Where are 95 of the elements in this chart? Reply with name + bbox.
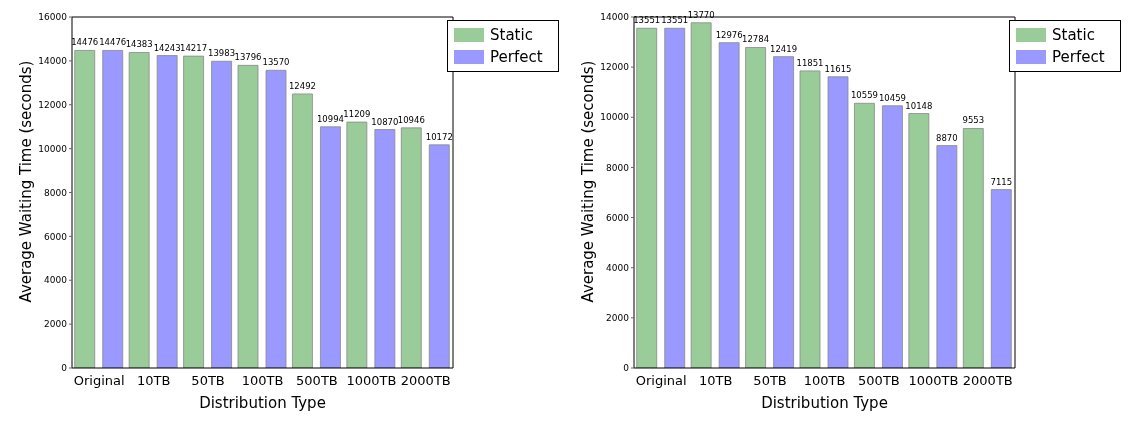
bar: [718, 42, 740, 368]
y-tick-label: 8000: [44, 187, 68, 198]
data-label: 12976: [715, 29, 743, 40]
y-tick-label: 8000: [606, 162, 630, 173]
data-label: 10946: [397, 114, 425, 125]
x-tick-label: 100TB: [803, 373, 846, 389]
bar: [962, 128, 984, 368]
y-tick-label: 12000: [38, 99, 68, 110]
y-tick-label: 12000: [600, 62, 630, 73]
y-axis-title: Average Waiting Time (seconds): [579, 60, 598, 303]
bar: [773, 56, 794, 368]
data-label: 13983: [208, 48, 236, 59]
x-tick-label: 500TB: [858, 373, 900, 389]
x-tick-label: 10TB: [698, 373, 733, 389]
y-tick-label: 0: [623, 363, 630, 374]
data-label: 10870: [371, 116, 399, 127]
bar: [320, 126, 341, 368]
data-label: 10459: [878, 92, 906, 103]
data-label: 10172: [425, 131, 453, 142]
y-tick-label: 10000: [600, 112, 630, 123]
x-tick-label: 2000TB: [962, 373, 1013, 389]
x-tick-label: 50TB: [191, 373, 225, 389]
data-label: 13551: [633, 15, 661, 26]
y-tick-label: 16000: [38, 12, 68, 23]
data-label: 14217: [180, 43, 208, 54]
bar: [636, 27, 658, 368]
bar: [374, 129, 396, 368]
y-axis-title: Average Waiting Time (seconds): [17, 60, 36, 303]
data-label: 12784: [742, 34, 770, 45]
y-tick-label: 14000: [38, 56, 68, 67]
data-label: 13551: [661, 15, 689, 26]
data-label: 8870: [936, 132, 958, 143]
legend-label: Static: [1052, 26, 1095, 44]
x-tick-label: Original: [73, 373, 125, 389]
data-label: 14476: [99, 37, 127, 48]
bar: [882, 105, 903, 368]
x-tick-label: 2000TB: [400, 373, 451, 389]
x-tick-label: 500TB: [296, 373, 338, 389]
bar: [936, 145, 958, 368]
bar: [908, 113, 930, 368]
y-tick-label: 2000: [606, 313, 630, 324]
bar: [74, 50, 96, 368]
data-label: 10994: [316, 113, 344, 124]
data-label: 14476: [71, 37, 99, 48]
bar: [854, 102, 875, 368]
data-label: 11615: [824, 63, 852, 74]
data-label: 13570: [262, 57, 290, 68]
bar: [237, 64, 259, 368]
bar: [102, 50, 124, 368]
legend-label: Perfect: [490, 48, 543, 66]
x-tick-label: 1000TB: [346, 373, 397, 389]
x-tick-label: 50TB: [753, 373, 787, 389]
y-tick-label: 0: [61, 363, 68, 374]
data-label: 11851: [796, 57, 824, 68]
data-label: 13796: [234, 52, 262, 63]
bar: [664, 27, 686, 368]
bar: [265, 69, 287, 368]
y-tick-label: 10000: [38, 143, 68, 154]
bar: [128, 52, 150, 368]
x-tick-label: 1000TB: [908, 373, 959, 389]
data-label: 14243: [153, 42, 181, 53]
data-label: 9553: [962, 115, 985, 126]
legend-label: Perfect: [1052, 48, 1105, 66]
bar: [183, 55, 204, 368]
bar: [292, 93, 313, 368]
y-tick-label: 2000: [44, 319, 68, 330]
data-label: 12419: [770, 43, 798, 54]
legend-label: Static: [490, 26, 533, 44]
data-label: 7115: [990, 176, 1013, 187]
x-tick-label: 100TB: [241, 373, 284, 389]
bar: [400, 127, 422, 368]
x-tick-label: Original: [635, 373, 687, 389]
bar: [211, 60, 232, 368]
data-label: 10148: [905, 100, 933, 111]
x-tick-label: 10TB: [136, 373, 171, 389]
data-label: 13770: [687, 9, 715, 20]
bar: [827, 76, 849, 368]
data-label: 11209: [343, 109, 371, 120]
data-label: 14383: [125, 39, 153, 50]
bar: [990, 189, 1012, 368]
y-tick-label: 4000: [44, 275, 68, 286]
data-label: 12492: [288, 80, 316, 91]
bar: [690, 22, 712, 368]
x-axis-title: Distribution Type: [199, 394, 326, 412]
y-tick-label: 6000: [44, 231, 68, 242]
y-tick-label: 6000: [606, 212, 630, 223]
x-axis-title: Distribution Type: [761, 394, 888, 412]
data-label: 10559: [850, 90, 878, 101]
y-tick-label: 14000: [600, 12, 630, 23]
bar: [428, 144, 450, 368]
bar: [745, 47, 766, 368]
bar: [346, 121, 368, 368]
bar: [799, 70, 821, 368]
y-tick-label: 4000: [606, 262, 630, 273]
bar: [156, 55, 178, 368]
